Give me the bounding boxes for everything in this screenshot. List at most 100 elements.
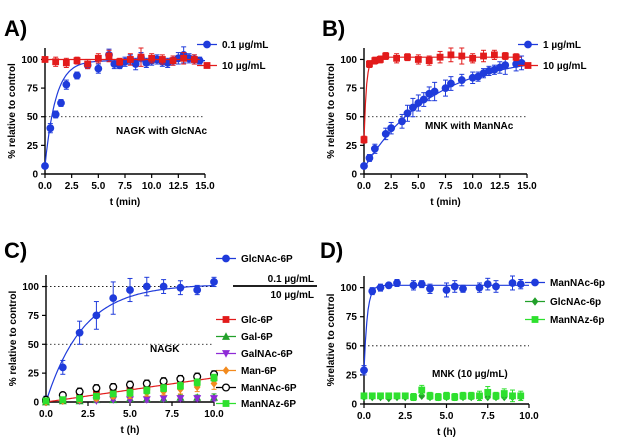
y-tick-label: 75 <box>27 84 39 95</box>
data-point <box>126 56 134 63</box>
data-point <box>62 59 70 67</box>
data-point <box>94 54 102 62</box>
y-tick-label: 75 <box>346 84 358 95</box>
data-point <box>370 144 379 153</box>
data-point <box>193 286 202 294</box>
data-point <box>393 54 400 62</box>
data-point <box>426 284 434 293</box>
legend-entry: Man-6P <box>216 366 277 377</box>
data-point <box>360 162 368 170</box>
legend-entry: 10 µg/mL <box>197 61 266 72</box>
legend-entry: GalNAc-6P <box>216 349 293 360</box>
legend-label: ManNAz-6P <box>241 399 296 410</box>
legend-label: Glc-6P <box>241 315 273 326</box>
data-point <box>109 294 118 302</box>
data-point <box>517 392 525 400</box>
y-tick-label: 50 <box>27 112 39 123</box>
x-tick-label: 12.5 <box>169 181 189 192</box>
legend-marker <box>203 62 211 69</box>
data-point <box>393 392 401 400</box>
data-point <box>109 382 118 392</box>
data-point <box>425 57 433 64</box>
legend-label: Gal-6P <box>241 332 273 343</box>
data-point <box>41 56 49 63</box>
legend-label: GlcNAc-6p <box>550 297 601 308</box>
data-point <box>92 384 101 393</box>
data-point <box>410 393 417 401</box>
data-point <box>177 382 184 390</box>
data-point <box>381 130 390 138</box>
data-point <box>447 51 455 59</box>
x-axis-label: t (h) <box>121 425 140 436</box>
legend-label: GalNAc-6P <box>241 349 293 360</box>
series-10-g-ml <box>360 47 522 144</box>
data-point <box>434 393 442 401</box>
data-point <box>418 391 426 401</box>
data-point <box>59 396 67 404</box>
x-tick-label: 10.0 <box>519 411 539 422</box>
data-point <box>441 84 450 92</box>
data-point <box>73 57 81 64</box>
data-point <box>365 154 374 162</box>
data-point <box>160 384 167 392</box>
chart-panel-d: D) 0.0 2.5 5.0 7.5 10.0 0 25 50 75 100 t (h) %relati… <box>320 238 605 438</box>
x-tick-label: 2.5 <box>398 411 412 422</box>
data-point <box>125 380 135 389</box>
data-point <box>94 64 103 73</box>
data-point <box>500 390 508 397</box>
annotation: NAGK <box>150 344 180 355</box>
x-tick-label: 12.5 <box>490 181 510 192</box>
legend-marker <box>222 332 230 340</box>
x-tick-label: 0.0 <box>357 181 371 192</box>
data-point <box>52 58 60 66</box>
panel-label: D) <box>320 238 343 263</box>
panel-label: B) <box>322 16 345 41</box>
x-tick-label: 5.0 <box>123 409 137 420</box>
y-tick-label: 50 <box>346 112 358 123</box>
legend-marker <box>203 40 211 49</box>
data-point <box>509 392 516 400</box>
data-point <box>76 395 83 402</box>
y-tick-label: 75 <box>28 311 40 322</box>
fit-line <box>44 60 205 167</box>
data-point <box>376 283 385 292</box>
legend-label: ManNAc-6p <box>550 278 605 289</box>
data-point <box>57 99 65 107</box>
legend-label: 10 µg/mL <box>222 61 266 72</box>
data-point <box>126 286 134 294</box>
x-tick-label: 7.5 <box>165 409 179 420</box>
data-point <box>384 281 393 290</box>
data-point <box>210 395 218 403</box>
legend-label: Man-6P <box>241 366 277 377</box>
panel-label: C) <box>4 238 27 263</box>
data-point <box>75 328 84 337</box>
legend-entry: Glc-6P <box>216 315 273 326</box>
data-point <box>193 378 201 386</box>
y-tick-label: 50 <box>346 341 358 352</box>
y-tick-label: 50 <box>28 340 40 351</box>
legend-marker <box>531 297 539 306</box>
y-tick-label: 100 <box>340 283 357 294</box>
data-point <box>457 76 466 84</box>
data-point <box>450 282 459 291</box>
data-point <box>451 393 459 401</box>
data-point <box>409 281 418 290</box>
y-tick-label: 0 <box>351 400 357 411</box>
legend-label: 0.1 µg/mL <box>222 40 268 51</box>
legend-entry: 0.1 µg/mL <box>197 40 268 51</box>
data-point <box>480 52 487 60</box>
data-point <box>190 56 198 63</box>
data-point <box>417 280 426 289</box>
data-point <box>180 54 188 62</box>
data-point <box>159 282 168 291</box>
y-tick-label: 100 <box>340 55 357 66</box>
y-tick-label: 100 <box>22 282 39 293</box>
data-point <box>92 311 101 320</box>
data-point <box>41 162 49 170</box>
data-point <box>360 392 368 400</box>
data-point <box>393 279 401 287</box>
data-point <box>159 395 168 403</box>
data-point <box>360 366 368 375</box>
data-point <box>414 99 423 107</box>
x-tick-label: 0.0 <box>357 411 371 422</box>
